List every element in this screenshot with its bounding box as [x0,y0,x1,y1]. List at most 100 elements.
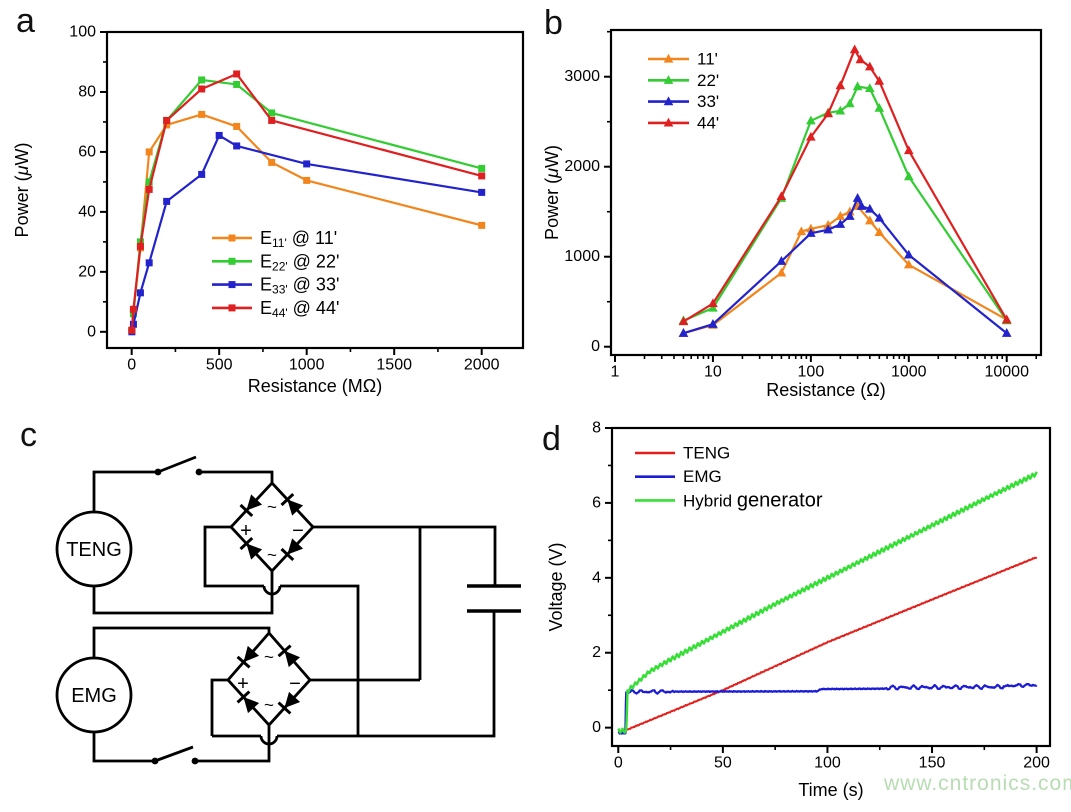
svg-text:20: 20 [78,263,96,280]
svg-text:44': 44' [697,113,719,132]
diode-cathode-bar [239,536,254,551]
svg-text:100: 100 [69,24,96,41]
legend-b: 11' 22' 33' 44' [648,50,719,132]
svg-text:E11' @ 11': E11' @ 11' [260,228,337,250]
chart-d-svg: 0 50 100 150 200 0 2 4 6 8 Time (s) Voltage (V) TENG… [546,420,1052,800]
panel-letter-b: b [544,4,563,42]
svg-text:EMG: EMG [683,467,722,486]
svg-text:8: 8 [592,420,601,437]
panel-b-power-vs-resistance-ohm: b 1 10 100 1000 10000 0 1000 2000 3000 Resistance… [536,0,1071,406]
ac-symbol: ~ [267,498,277,517]
svg-text:2: 2 [592,644,601,661]
panel-c-circuit-diagram: c TENG EMG ~ ~ + − ~ ~ + − [0,406,535,812]
wire [280,584,360,736]
diode-icon [284,650,301,668]
svg-text:Voltage (V): Voltage (V) [546,542,566,631]
panel-letter-d: d [542,420,561,458]
diode-cathode-bar [280,547,295,562]
svg-text:1000: 1000 [289,356,325,373]
switch-contact-dot [191,757,199,765]
diode-cathode-bar [280,492,295,507]
diode-icon [246,543,263,560]
diode-cathode-bar [236,690,251,704]
svg-text:1000: 1000 [891,363,927,380]
minus-symbol: − [292,520,304,542]
chart-b-svg: 1 10 100 1000 10000 0 1000 2000 3000 Resistance (… [542,28,1043,400]
svg-text:Power (μW): Power (μW) [12,143,32,238]
svg-text:200: 200 [1023,754,1050,771]
switch-contact-dot [151,757,159,765]
wire [262,585,282,596]
svg-text:2000: 2000 [464,356,500,373]
diode-cathode-bar [239,503,254,518]
diode-icon [287,538,304,555]
legend-a: E11' @ 11'E22' @ 22'E33' @ 33'E44' @ 44' [212,228,339,320]
svg-text:0: 0 [591,338,600,355]
diode-icon [287,499,304,516]
switch-blade-teng [157,455,197,474]
switch-contact-dot [154,468,162,476]
svg-text:TENG: TENG [683,444,730,463]
panel-letter-c: c [20,416,37,454]
switch-blade-emg [154,745,194,763]
svg-text:2000: 2000 [564,158,600,175]
svg-text:E33' @ 33': E33' @ 33' [260,275,339,297]
diode-cathode-bar [236,655,251,669]
svg-text:10000: 10000 [984,363,1029,380]
diode-cathode-bar [277,644,292,658]
wire [195,725,271,763]
svg-text:100: 100 [798,363,825,380]
svg-text:0: 0 [127,356,136,373]
wire [313,525,497,586]
wire [210,678,228,736]
diode-icon [284,691,301,709]
svg-text:80: 80 [78,83,96,100]
bridge-rectifier-diamond [229,480,315,574]
emg-label: EMG [71,685,117,707]
wire [92,470,158,512]
bridge-rectifier-diamond [226,630,312,728]
panel-letter-a: a [16,2,35,40]
ac-symbol: ~ [264,696,274,715]
svg-text:10: 10 [704,363,722,380]
teng-source-circle [55,510,133,588]
watermark-text: www.cntronics.com [884,772,1071,795]
svg-text:4: 4 [592,569,601,586]
ac-symbol: ~ [264,648,274,667]
svg-text:100: 100 [814,754,841,771]
panel-a-power-vs-resistance-mohm: a 0 500 1000 1500 2000 0 20 40 60 80 100 Resistance… [0,0,535,406]
plus-symbol: + [237,673,249,695]
svg-text:1000: 1000 [564,248,600,265]
svg-text:1: 1 [611,363,620,380]
svg-text:500: 500 [206,356,233,373]
svg-text:Resistance (MΩ): Resistance (MΩ) [248,376,382,396]
teng-label: TENG [66,539,122,561]
svg-text:Resistance (Ω): Resistance (Ω) [766,380,886,400]
svg-text:0: 0 [87,323,96,340]
svg-text:Hybrid generator: Hybrid generator [683,489,823,511]
diode-icon [243,645,260,663]
svg-text:22': 22' [697,71,719,90]
panel-d-voltage-vs-time: d 0 50 100 150 200 0 2 4 6 8 Time (s) Voltage (V) TE… [536,406,1071,812]
svg-text:50: 50 [714,754,732,771]
legend-d: TENG EMG Hybrid generator [635,444,823,511]
svg-text:0: 0 [614,754,623,771]
ac-symbol: ~ [267,546,277,565]
plus-symbol: + [240,520,252,542]
diode-icon [246,494,263,511]
svg-text:0: 0 [592,719,601,736]
wire [92,571,274,615]
svg-text:Power (μW): Power (μW) [542,145,562,240]
wire [277,611,496,738]
svg-text:3000: 3000 [564,68,600,85]
svg-text:1500: 1500 [376,356,412,373]
svg-text:E22' @ 22': E22' @ 22' [260,251,339,273]
chart-a-svg: 0 500 1000 1500 2000 0 20 40 60 80 100 Resistance (… [12,24,525,396]
wire [92,626,271,658]
svg-text:Time (s): Time (s) [798,780,863,800]
wire [199,470,274,483]
svg-text:11': 11' [697,50,718,69]
svg-text:E44' @ 44': E44' @ 44' [260,298,339,320]
